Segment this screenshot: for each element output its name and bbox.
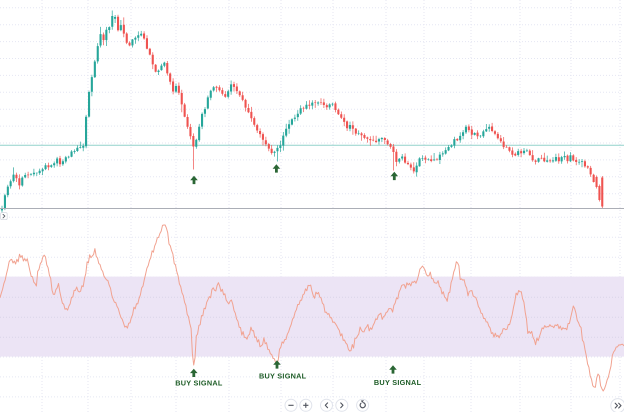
svg-text:BUY SIGNAL: BUY SIGNAL bbox=[175, 378, 223, 387]
svg-text:BUY SIGNAL: BUY SIGNAL bbox=[259, 372, 307, 381]
svg-text:BUY SIGNAL: BUY SIGNAL bbox=[374, 378, 422, 387]
